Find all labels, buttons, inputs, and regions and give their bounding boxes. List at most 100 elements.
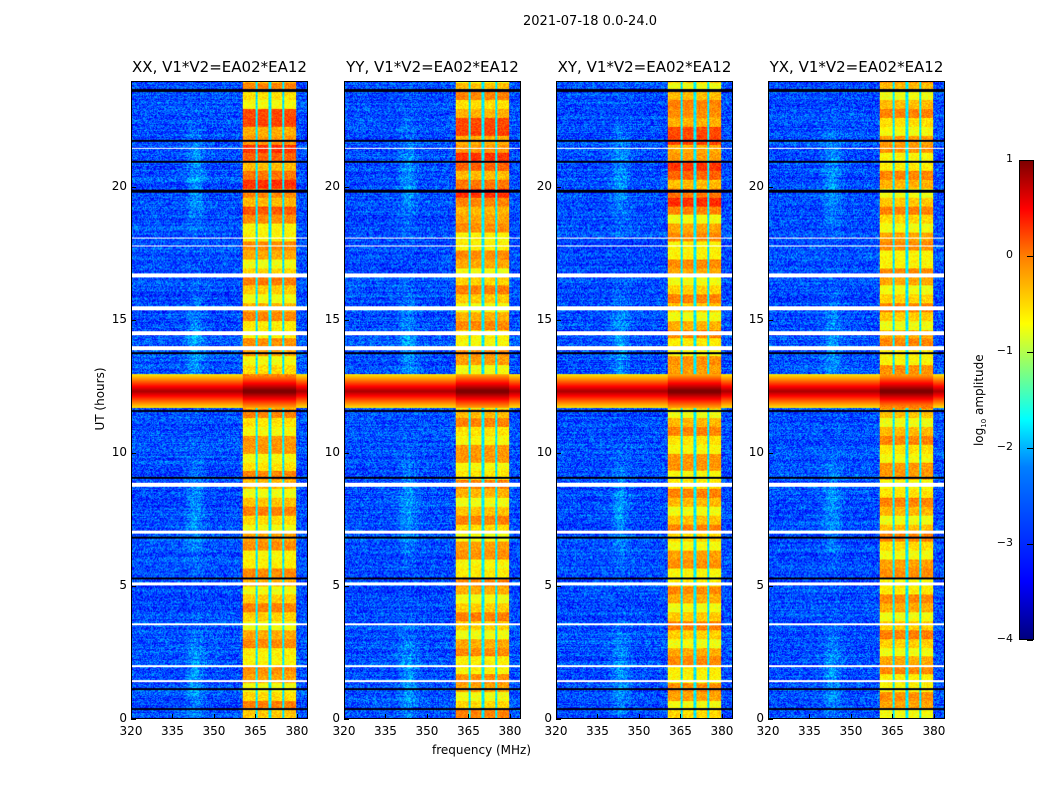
y-tick-label: 10 [748, 445, 764, 460]
panel-title: XX, V1*V2=EA02*EA12 [132, 58, 307, 76]
x-tick-mark [721, 714, 723, 719]
colorbar-tick-mark [1027, 544, 1033, 545]
x-tick-mark [850, 714, 852, 719]
y-tick-label: 0 [119, 711, 127, 725]
colorbar-tick-label: −3 [996, 536, 1013, 549]
y-tick-label: 10 [536, 445, 552, 460]
x-tick-label: 380 [498, 724, 522, 738]
spectrogram-image [769, 82, 944, 718]
y-tick-mark [556, 719, 561, 720]
colorbar-tick-mark [1027, 352, 1033, 353]
y-tick-mark [344, 187, 349, 189]
x-tick-label: 335 [586, 724, 609, 738]
x-tick-mark [509, 714, 511, 719]
y-tick-mark [344, 453, 349, 455]
x-tick-mark [426, 714, 428, 719]
x-tick-mark [344, 714, 345, 719]
panel-title: XY, V1*V2=EA02*EA12 [557, 58, 732, 76]
x-tick-label: 380 [285, 724, 309, 738]
spectrogram-image [345, 82, 520, 718]
colorbar-label: log10 amplitude [971, 354, 989, 447]
x-tick-label: 350 [627, 724, 651, 738]
y-tick-mark [131, 586, 136, 588]
spectrogram-panel-yy [344, 81, 521, 719]
y-tick-label: 0 [332, 711, 340, 725]
y-tick-label: 0 [756, 711, 764, 725]
x-tick-label: 365 [457, 724, 480, 738]
y-tick-label: 15 [748, 312, 764, 327]
x-tick-label: 350 [839, 724, 863, 738]
colorbar-tick-label: −2 [996, 440, 1013, 453]
x-tick-label: 335 [161, 724, 184, 738]
y-tick-mark [131, 453, 136, 455]
y-tick-label: 15 [536, 312, 552, 327]
y-tick-label: 20 [536, 179, 552, 194]
spectrogram-panel-yx [768, 81, 945, 719]
x-tick-mark [680, 714, 682, 719]
x-tick-label: 320 [544, 724, 568, 738]
panel-title: YY, V1*V2=EA02*EA12 [346, 58, 519, 76]
spectrogram-image [557, 82, 732, 718]
x-tick-label: 320 [119, 724, 143, 738]
x-tick-mark [809, 714, 811, 719]
y-tick-mark [344, 719, 349, 720]
x-tick-mark [296, 714, 298, 719]
spectrogram-image [132, 82, 307, 718]
x-tick-mark [933, 714, 935, 719]
y-tick-label: 5 [544, 578, 552, 593]
y-tick-mark [556, 320, 561, 322]
x-tick-label: 365 [881, 724, 904, 738]
y-tick-mark [768, 320, 773, 322]
figure-title: 2021-07-18 0.0-24.0 [523, 14, 657, 29]
x-tick-mark [556, 714, 557, 719]
x-tick-label: 380 [922, 724, 946, 738]
colorbar-tick-label: 1 [1006, 152, 1013, 165]
x-tick-label: 335 [798, 724, 821, 738]
x-tick-mark [768, 714, 769, 719]
spectrogram-panel-xy [556, 81, 733, 719]
y-tick-mark [768, 453, 773, 455]
x-tick-label: 365 [244, 724, 267, 738]
y-tick-mark [556, 586, 561, 588]
colorbar-tick-mark [1027, 256, 1033, 257]
x-tick-label: 350 [202, 724, 226, 738]
x-tick-label: 335 [374, 724, 397, 738]
y-tick-mark [131, 320, 136, 322]
y-tick-mark [768, 187, 773, 189]
x-tick-mark [172, 714, 174, 719]
x-tick-mark [597, 714, 599, 719]
y-tick-label: 5 [332, 578, 340, 593]
colorbar [1019, 160, 1034, 640]
colorbar-tick-mark [1027, 448, 1033, 449]
y-tick-label: 5 [756, 578, 764, 593]
y-tick-label: 20 [748, 179, 764, 194]
x-tick-label: 320 [332, 724, 356, 738]
x-tick-label: 350 [415, 724, 439, 738]
colorbar-tick-label: −1 [996, 344, 1013, 357]
y-tick-mark [556, 453, 561, 455]
y-tick-label: 0 [544, 711, 552, 725]
colorbar-tick-mark [1027, 160, 1033, 161]
colorbar-tick-label: 0 [1006, 248, 1013, 261]
y-tick-mark [768, 719, 773, 720]
y-tick-label: 20 [111, 179, 127, 194]
x-tick-mark [255, 714, 257, 719]
x-tick-mark [638, 714, 640, 719]
colorbar-tick-mark [1027, 640, 1033, 641]
y-tick-mark [131, 719, 136, 720]
y-tick-mark [556, 187, 561, 189]
y-tick-mark [344, 320, 349, 322]
y-tick-mark [344, 586, 349, 588]
y-tick-label: 10 [324, 445, 340, 460]
spectrogram-panel-xx [131, 81, 308, 719]
x-tick-mark [213, 714, 215, 719]
x-tick-mark [385, 714, 387, 719]
x-tick-mark [892, 714, 894, 719]
y-tick-mark [768, 586, 773, 588]
x-tick-mark [468, 714, 470, 719]
x-tick-label: 365 [669, 724, 692, 738]
x-tick-mark [131, 714, 132, 719]
y-tick-label: 5 [119, 578, 127, 593]
panel-title: YX, V1*V2=EA02*EA12 [769, 58, 944, 76]
